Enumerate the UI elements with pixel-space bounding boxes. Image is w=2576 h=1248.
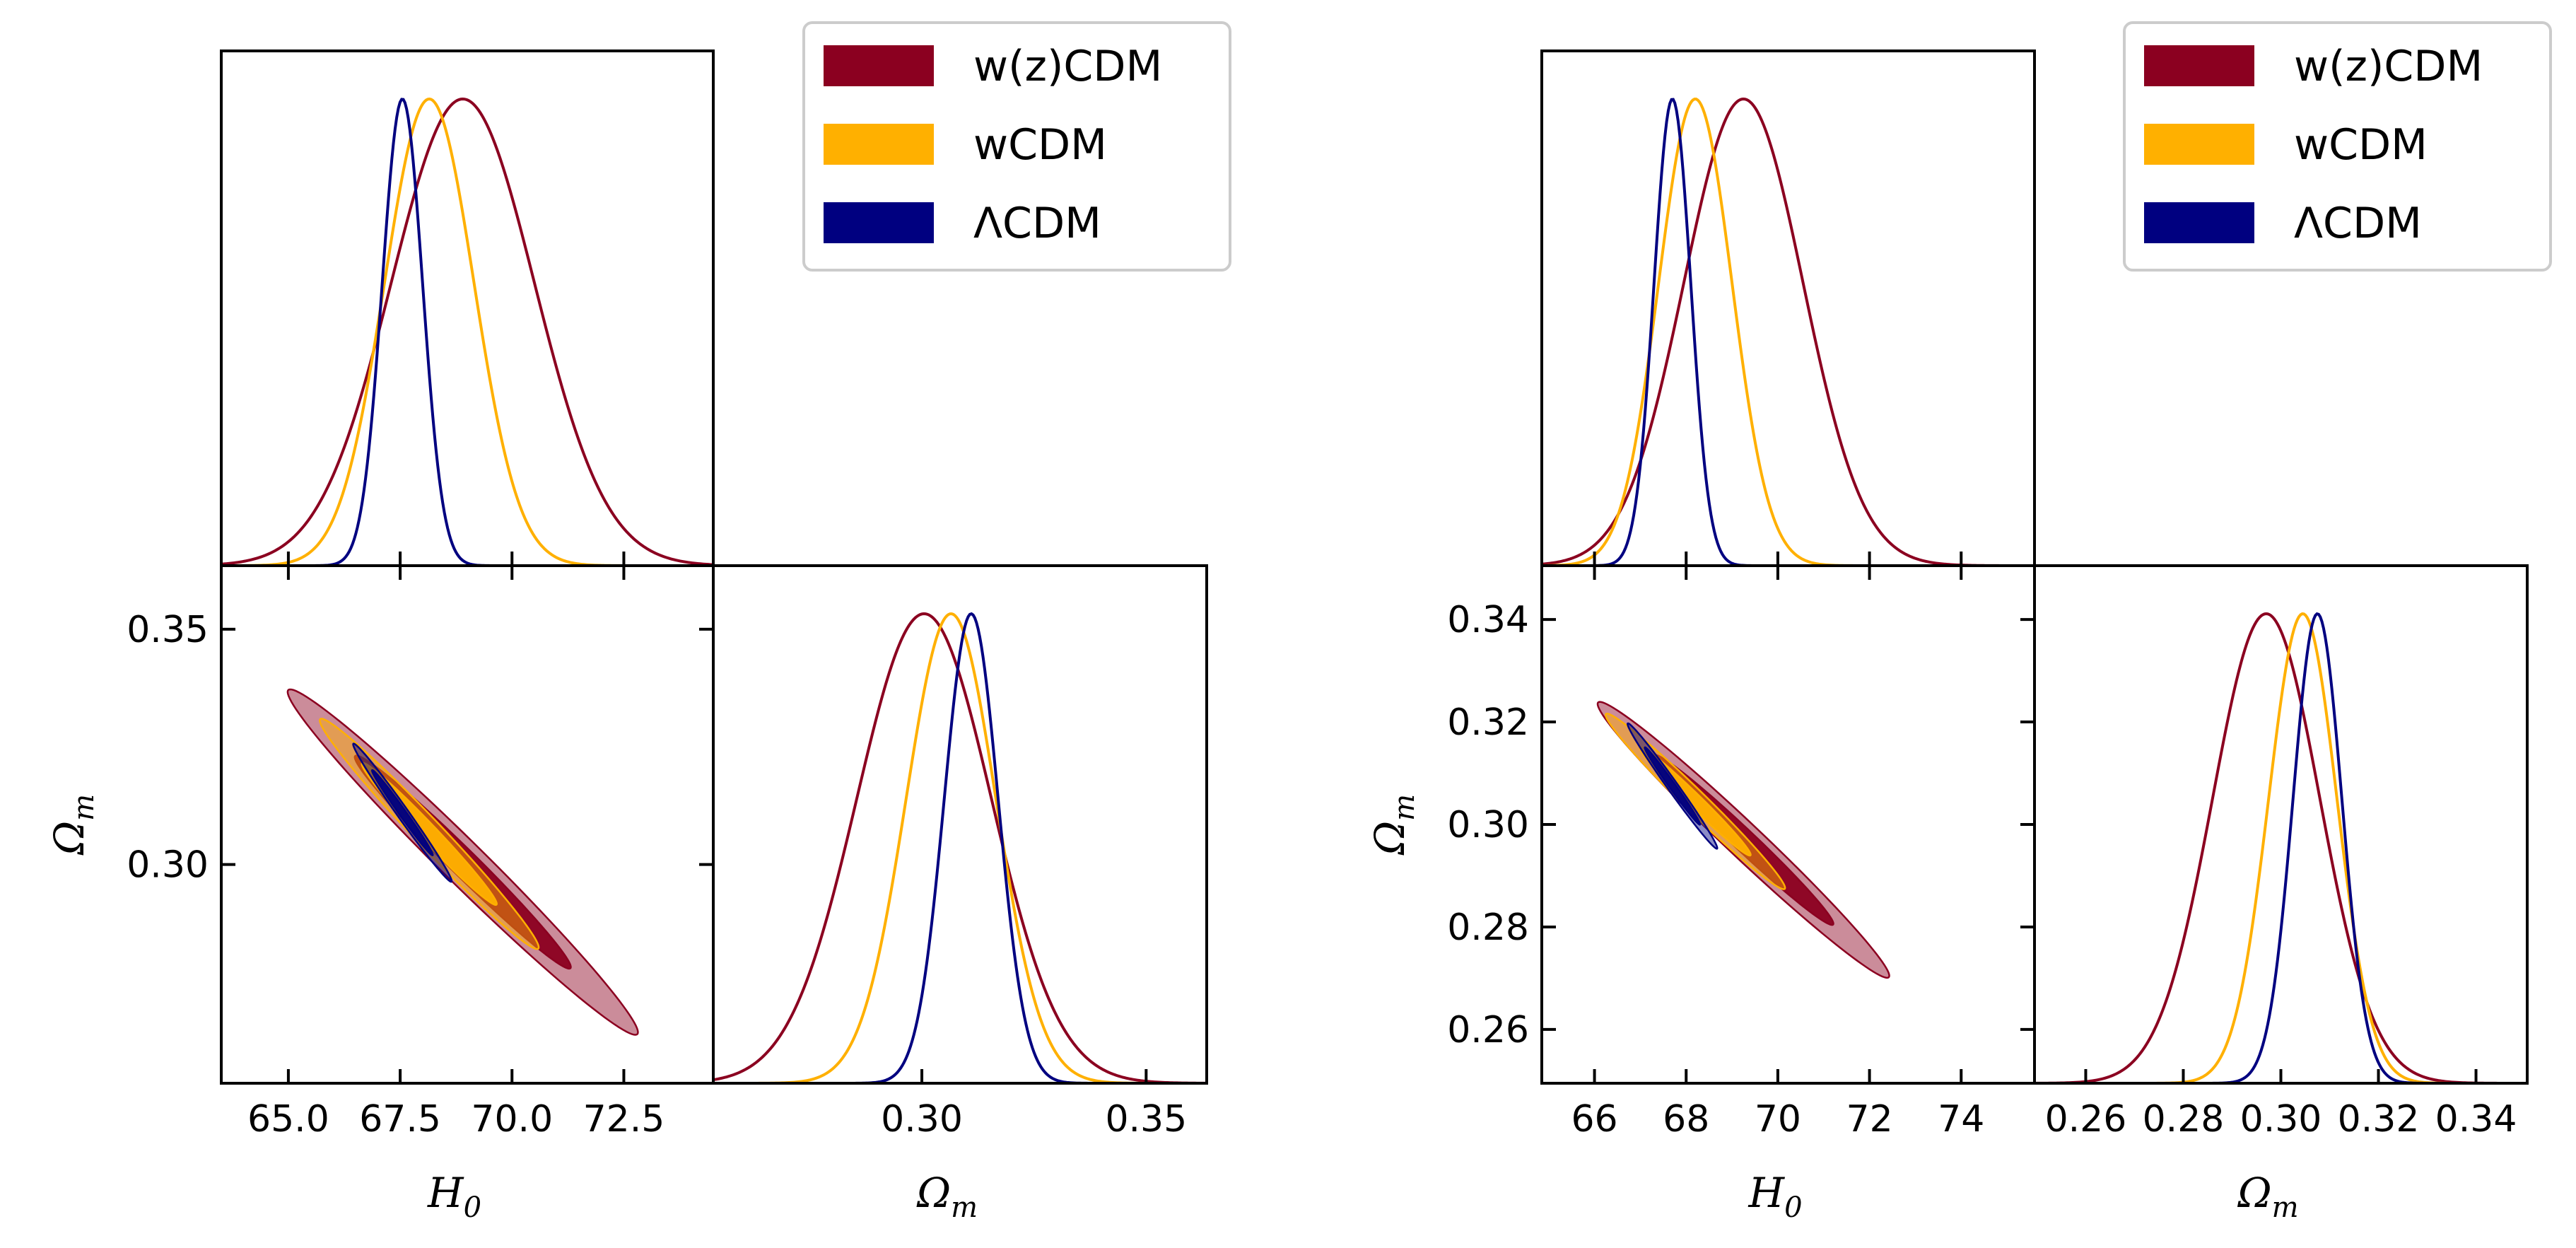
om-y-tick-label: 0.32 (1447, 701, 1529, 744)
om-y-axis-label-main: Ω (1366, 821, 1414, 856)
om-curve-wzcdm (713, 612, 1207, 1083)
om-y-tick-label: 0.30 (127, 844, 209, 887)
contour-lcdm-68 (371, 769, 434, 856)
om-x-axis-label: Ωm (916, 1169, 978, 1224)
h0-axis-label-sub: 0 (1784, 1191, 1802, 1224)
legend-label-wcdm: wCDM (2294, 120, 2428, 170)
om-curve-lcdm (2035, 612, 2527, 1083)
legend-swatch-wcdm (2144, 124, 2254, 165)
h0-om-joint-panel (286, 688, 639, 1036)
h0-axis-label: H0 (1747, 1169, 1802, 1224)
om-x-axis-label-main: Ω (916, 1169, 951, 1217)
h0-tick-label: 67.5 (359, 1098, 441, 1141)
h0-curve-wcdm (1542, 98, 2035, 566)
legend: w(z)CDM wCDM ΛCDM (2123, 21, 2552, 272)
h0-axis-label: H0 (427, 1169, 481, 1224)
om-marginal-panel (713, 612, 1207, 1083)
h0-tick-label: 68 (1663, 1098, 1709, 1141)
om-curve-wcdm (713, 612, 1207, 1083)
h0-axis-label-main: H (1747, 1169, 1785, 1217)
h0-marginal-frame (1540, 49, 2036, 567)
om-x-axis-label-main: Ω (2237, 1169, 2271, 1217)
h0-tick-label: 65.0 (247, 1098, 329, 1141)
om-x-tick-label: 0.28 (2143, 1098, 2225, 1141)
h0-marginal-frame (220, 49, 715, 567)
h0-marginal-panel (221, 97, 713, 566)
h0-axis-label-main: H (427, 1169, 464, 1217)
om-y-axis-label-sub: m (1388, 794, 1421, 821)
h0-tick-label: 74 (1938, 1098, 1984, 1141)
om-y-tick-label: 0.34 (1447, 599, 1529, 641)
right-corner-plot: 66 68 70 72 74 0.26 0.28 0.30 0.32 0.34 0.26 0.28 0.… (1366, 21, 2552, 1224)
om-y-axis-label: Ωm (45, 794, 100, 856)
om-y-tick-label: 0.35 (127, 609, 209, 651)
om-curve-wzcdm (2035, 612, 2527, 1083)
h0-curve-lcdm (1542, 98, 2035, 566)
contour-lcdm-68 (1644, 746, 1702, 826)
om-x-tick-label: 0.30 (2240, 1098, 2322, 1141)
om-marginal-frame (2033, 564, 2529, 1085)
legend-label-lcdm: ΛCDM (973, 199, 1101, 248)
om-x-tick-label: 0.32 (2338, 1098, 2420, 1141)
om-y-tick-label: 0.28 (1447, 906, 1529, 949)
om-y-tick-label: 0.26 (1447, 1009, 1529, 1051)
legend-label-wcdm: wCDM (973, 120, 1107, 170)
om-x-tick-label: 0.35 (1105, 1098, 1187, 1141)
om-y-axis-label-sub: m (68, 794, 100, 821)
om-x-tick-label: 0.30 (881, 1098, 963, 1141)
h0-tick-label: 72 (1846, 1098, 1893, 1141)
legend-swatch-lcdm (824, 202, 934, 243)
h0-curve-wcdm (221, 97, 713, 566)
h0-tick-label: 66 (1571, 1098, 1617, 1141)
om-marginal-panel (2035, 612, 2527, 1083)
h0-tick-label: 72.5 (583, 1098, 665, 1141)
om-y-tick-label: 0.30 (1447, 804, 1529, 846)
joint-frame (1540, 564, 2036, 1085)
legend-swatch-wzcdm (2144, 45, 2254, 86)
h0-curve-wzcdm (221, 98, 713, 566)
legend-swatch-lcdm (2144, 202, 2254, 243)
h0-curve-lcdm (221, 98, 713, 566)
om-x-tick-label: 0.34 (2435, 1098, 2517, 1141)
legend: w(z)CDM wCDM ΛCDM (802, 21, 1231, 272)
om-curve-wcdm (2035, 612, 2527, 1083)
h0-om-joint-panel (1596, 701, 1890, 979)
om-x-axis-label-sub: m (2272, 1191, 2299, 1224)
h0-marginal-panel (1542, 98, 2035, 566)
legend-label-lcdm: ΛCDM (2294, 199, 2422, 248)
om-curve-lcdm (713, 612, 1207, 1083)
om-x-axis-label-sub: m (951, 1191, 978, 1224)
legend-swatch-wzcdm (824, 45, 934, 86)
om-marginal-frame (712, 564, 1208, 1085)
joint-frame (220, 564, 715, 1085)
legend-label-wzcdm: w(z)CDM (973, 42, 1162, 91)
om-x-tick-label: 0.26 (2045, 1098, 2127, 1141)
om-y-axis-label-main: Ω (45, 821, 93, 856)
om-x-axis-label: Ωm (2237, 1169, 2298, 1224)
h0-curve-wzcdm (1542, 98, 2035, 566)
h0-tick-label: 70 (1755, 1098, 1801, 1141)
h0-axis-label-sub: 0 (464, 1191, 481, 1224)
h0-tick-label: 70.0 (471, 1098, 553, 1141)
legend-swatch-wcdm (824, 124, 934, 165)
om-y-axis-label: Ωm (1366, 794, 1421, 856)
legend-label-wzcdm: w(z)CDM (2294, 42, 2483, 91)
